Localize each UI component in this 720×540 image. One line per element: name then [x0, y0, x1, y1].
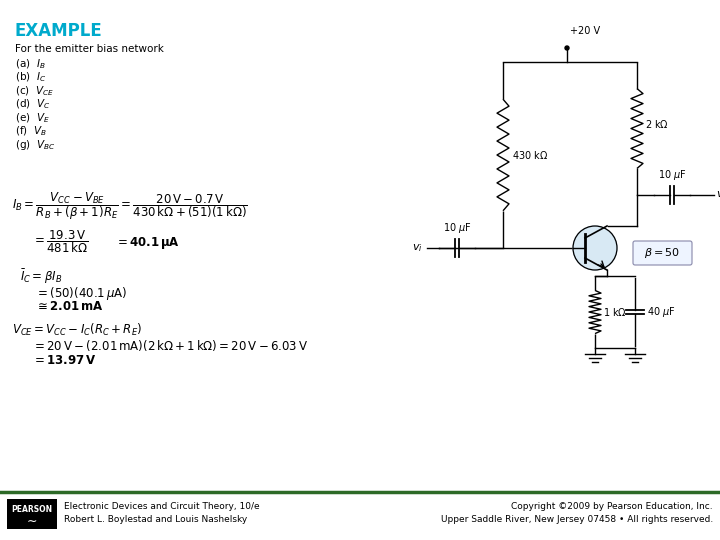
Text: $V_{CE} = V_{CC} - I_C(R_C + R_E)$: $V_{CE} = V_{CC} - I_C(R_C + R_E)$ [12, 322, 142, 338]
Text: ∼: ∼ [27, 515, 37, 528]
Text: $\beta = 50$: $\beta = 50$ [644, 246, 680, 260]
Text: (a)  $I_B$: (a) $I_B$ [15, 57, 45, 71]
Text: 2 k$\Omega$: 2 k$\Omega$ [645, 118, 669, 130]
Text: 430 k$\Omega$: 430 k$\Omega$ [512, 149, 549, 161]
Text: $v_i$: $v_i$ [413, 242, 423, 254]
Text: $= (50)(40.1\,\mu\mathrm{A})$: $= (50)(40.1\,\mu\mathrm{A})$ [35, 285, 127, 302]
Text: $v_o$: $v_o$ [716, 189, 720, 201]
Text: $I_B = \dfrac{V_{CC} - V_{BE}}{R_B + (\beta + 1)R_E} = \dfrac{20\,\mathrm{V} - 0: $I_B = \dfrac{V_{CC} - V_{BE}}{R_B + (\b… [12, 190, 248, 222]
Text: $= \mathbf{13.97\,V}$: $= \mathbf{13.97\,V}$ [32, 354, 96, 367]
Text: Upper Saddle River, New Jersey 07458 • All rights reserved.: Upper Saddle River, New Jersey 07458 • A… [441, 515, 713, 524]
Text: 10 $\mu$F: 10 $\mu$F [443, 221, 472, 235]
Circle shape [565, 46, 569, 50]
Text: (f)  $V_B$: (f) $V_B$ [15, 125, 47, 138]
Text: $= \dfrac{19.3\,\mathrm{V}}{481\,\mathrm{k\Omega}}$: $= \dfrac{19.3\,\mathrm{V}}{481\,\mathrm… [32, 228, 89, 255]
Text: $= \mathbf{40.1\,\mu A}$: $= \mathbf{40.1\,\mu A}$ [115, 235, 180, 251]
Text: (g)  $V_{BC}$: (g) $V_{BC}$ [15, 138, 55, 152]
Text: (e)  $V_E$: (e) $V_E$ [15, 111, 50, 125]
Text: $\cong \mathbf{2.01\,mA}$: $\cong \mathbf{2.01\,mA}$ [35, 300, 104, 313]
Text: (c)  $V_{CE}$: (c) $V_{CE}$ [15, 84, 54, 98]
Text: PEARSON: PEARSON [12, 505, 53, 515]
Text: 10 $\mu$F: 10 $\mu$F [657, 168, 686, 182]
Text: $= 20\,\mathrm{V} - (2.01\,\mathrm{mA})(2\,\mathrm{k\Omega} + 1\,\mathrm{k\Omega: $= 20\,\mathrm{V} - (2.01\,\mathrm{mA})(… [32, 338, 308, 353]
FancyBboxPatch shape [7, 499, 57, 529]
Text: Copyright ©2009 by Pearson Education, Inc.: Copyright ©2009 by Pearson Education, In… [511, 502, 713, 511]
Text: $\bar{I}_C = \beta I_B$: $\bar{I}_C = \beta I_B$ [20, 268, 62, 286]
Text: Electronic Devices and Circuit Theory, 10/e: Electronic Devices and Circuit Theory, 1… [64, 502, 260, 511]
Text: 1 k$\Omega$: 1 k$\Omega$ [603, 306, 627, 318]
Text: 40 $\mu$F: 40 $\mu$F [647, 305, 676, 319]
Text: For the emitter bias network: For the emitter bias network [15, 44, 164, 54]
Text: (d)  $V_C$: (d) $V_C$ [15, 98, 50, 111]
Text: +20 V: +20 V [570, 26, 600, 36]
FancyBboxPatch shape [633, 241, 692, 265]
Circle shape [573, 226, 617, 270]
Text: EXAMPLE: EXAMPLE [15, 22, 103, 40]
Text: (b)  $I_C$: (b) $I_C$ [15, 71, 46, 84]
Text: Robert L. Boylestad and Louis Nashelsky: Robert L. Boylestad and Louis Nashelsky [64, 515, 247, 524]
